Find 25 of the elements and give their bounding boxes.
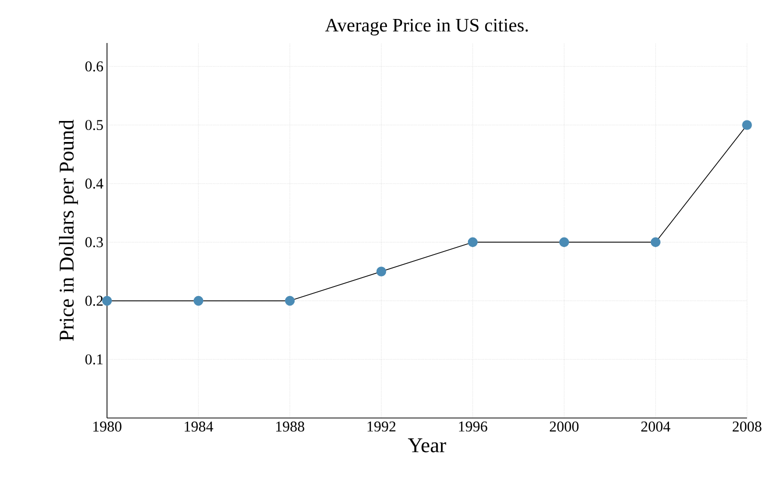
x-tick-label: 2008 — [732, 422, 762, 432]
point — [559, 237, 570, 248]
point — [194, 296, 204, 306]
x-tick-label: 2000 — [550, 422, 579, 432]
x-tick-label: 1992 — [368, 422, 396, 432]
point — [284, 296, 295, 306]
x-tick-label: 1984 — [184, 422, 214, 432]
point — [468, 237, 478, 248]
y-tick-label: 0.3 — [85, 237, 103, 248]
chart-title: Average Price in US cities. — [325, 18, 528, 36]
x-axis-title: Year — [408, 438, 446, 452]
y-tick-label: 0.5 — [85, 120, 103, 130]
point — [742, 120, 752, 130]
point — [102, 296, 112, 306]
x-tick-label: 1988 — [276, 422, 304, 432]
y-tick-label: 0.6 — [85, 61, 104, 72]
point — [376, 266, 386, 276]
y-tick-label: 0.1 — [85, 354, 103, 364]
y-axis-title: Price in Dollars per Pound — [59, 120, 78, 341]
x-tick-label: 2004 — [641, 422, 670, 432]
x-tick-label: 1980 — [93, 422, 122, 432]
point — [650, 237, 660, 248]
x-tick-label: 1996 — [459, 422, 488, 432]
y-tick-label: 0.2 — [85, 296, 103, 306]
y-tick-label: 0.4 — [85, 178, 104, 189]
